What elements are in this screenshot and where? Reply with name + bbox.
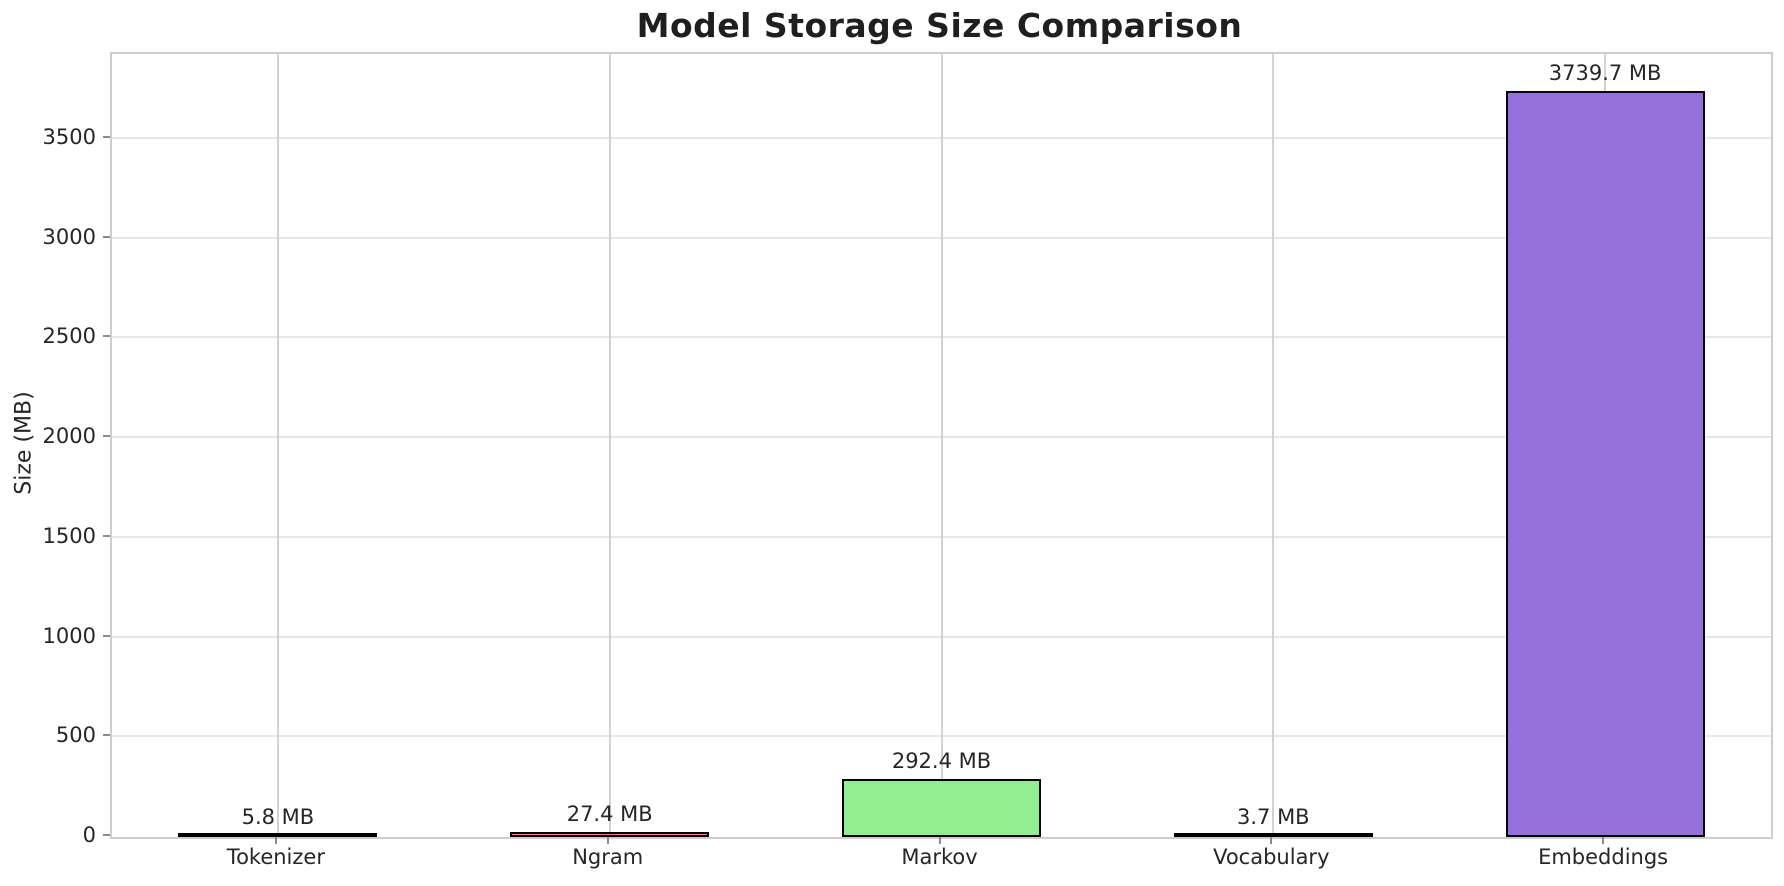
bar-value-label: 292.4 MB bbox=[891, 748, 992, 773]
bar-markov bbox=[841, 778, 1042, 837]
bar-embeddings bbox=[1505, 91, 1705, 837]
bar-value-label: 3.7 MB bbox=[1236, 804, 1310, 829]
x-tick-label-markov: Markov bbox=[901, 845, 978, 869]
chart-title: Model Storage Size Comparison bbox=[636, 6, 1243, 45]
x-tick-mark bbox=[938, 837, 941, 844]
x-tick-label-vocabulary: Vocabulary bbox=[1213, 845, 1330, 869]
x-gridline bbox=[1272, 54, 1275, 837]
x-gridline bbox=[608, 54, 611, 837]
y-tick-label: 1000 bbox=[42, 623, 96, 648]
plot-area: 5.8 MB 27.4 MB 292.4 MB 3.7 MB 3739.7 MB bbox=[110, 52, 1773, 839]
bar-value-label: 27.4 MB bbox=[566, 801, 653, 826]
bar-tokenizer bbox=[178, 833, 378, 837]
y-tick-mark bbox=[103, 335, 110, 338]
x-gridline bbox=[940, 54, 943, 837]
y-tick-mark bbox=[103, 235, 110, 238]
x-tick-label-embeddings: Embeddings bbox=[1538, 845, 1669, 869]
x-tick-label-tokenizer: Tokenizer bbox=[226, 845, 325, 869]
y-tick-label: 3000 bbox=[42, 224, 96, 249]
x-tick-mark bbox=[274, 837, 277, 844]
bar-value-label: 3739.7 MB bbox=[1548, 61, 1662, 86]
y-tick-label: 500 bbox=[55, 723, 96, 748]
y-tick-mark bbox=[103, 135, 110, 138]
y-tick-mark bbox=[103, 734, 110, 737]
y-tick-mark bbox=[103, 534, 110, 537]
y-tick-mark bbox=[103, 435, 110, 438]
bar-value-label: 5.8 MB bbox=[241, 804, 315, 829]
x-gridline bbox=[276, 54, 279, 837]
x-tick-mark bbox=[1270, 837, 1273, 844]
x-tick-label-ngram: Ngram bbox=[572, 845, 644, 869]
y-tick-label: 3500 bbox=[42, 124, 96, 149]
x-tick-mark bbox=[606, 837, 609, 844]
y-tick-mark bbox=[103, 834, 110, 836]
y-tick-mark bbox=[103, 634, 110, 637]
y-tick-label: 2500 bbox=[42, 324, 96, 349]
bar-ngram bbox=[510, 831, 710, 837]
y-tick-label: 0 bbox=[82, 823, 96, 847]
x-tick-mark bbox=[1602, 837, 1605, 844]
y-tick-label: 2000 bbox=[42, 424, 96, 449]
bar-vocabulary bbox=[1173, 833, 1373, 837]
y-tick-label: 1500 bbox=[42, 523, 96, 548]
